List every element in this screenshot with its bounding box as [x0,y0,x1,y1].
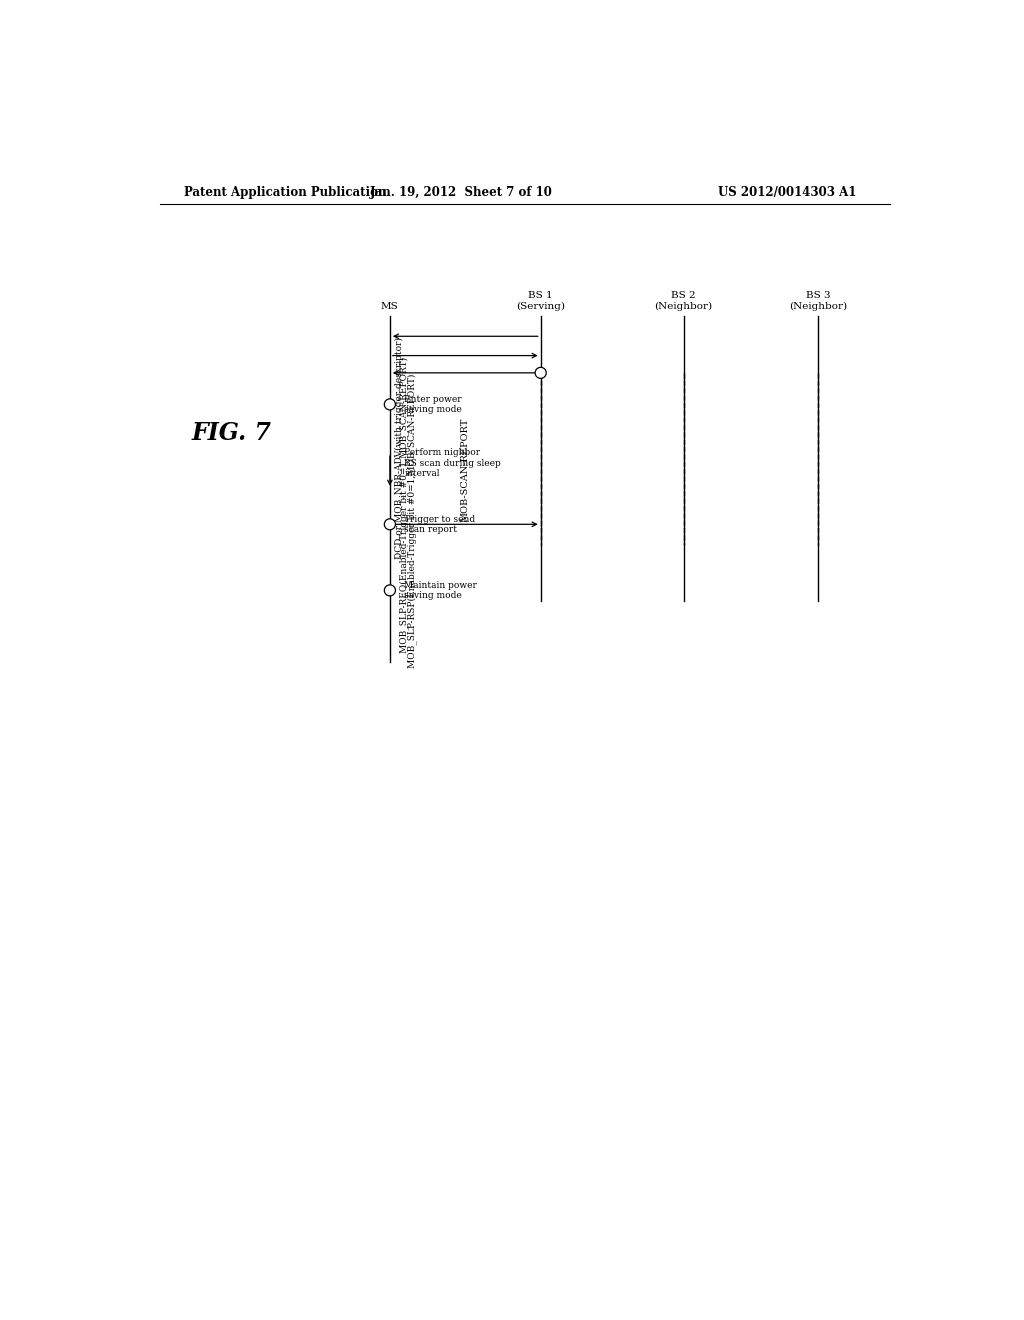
Text: MOB-SCAN-REPORT: MOB-SCAN-REPORT [461,418,470,523]
Ellipse shape [384,519,395,529]
Ellipse shape [536,367,546,379]
Text: Perform nighbor
BS scan during sleep
interval: Perform nighbor BS scan during sleep int… [404,449,501,478]
Text: FIG. 7: FIG. 7 [191,421,271,445]
Text: DCD or MOB_NBR-ADV(with trigger descriptor): DCD or MOB_NBR-ADV(with trigger descript… [394,338,403,560]
Text: Trigger to send
scan report: Trigger to send scan report [404,515,475,535]
Text: MS: MS [381,302,398,312]
Ellipse shape [384,399,395,411]
Text: US 2012/0014303 A1: US 2012/0014303 A1 [718,186,856,199]
Text: Enter power
saving mode: Enter power saving mode [404,395,462,414]
Text: Maintain power
saving mode: Maintain power saving mode [404,581,477,601]
Text: BS 1
(Serving): BS 1 (Serving) [516,292,565,312]
Text: BS 3
(Neighbor): BS 3 (Neighbor) [790,292,848,312]
Text: Patent Application Publication: Patent Application Publication [183,186,386,199]
Text: MOB_SLP-RSP(Enabled-Trigger bit #0=1,MOB_SCAN-REPORT): MOB_SLP-RSP(Enabled-Trigger bit #0=1,MOB… [408,374,417,668]
Text: BS 2
(Neighbor): BS 2 (Neighbor) [654,292,713,312]
Text: Jan. 19, 2012  Sheet 7 of 10: Jan. 19, 2012 Sheet 7 of 10 [370,186,553,199]
Text: MOB_SLP-REQ(Enabled-Trigger bit #0=1,MOB_SCAN-REPORT): MOB_SLP-REQ(Enabled-Trigger bit #0=1,MOB… [399,356,410,652]
Ellipse shape [384,585,395,595]
